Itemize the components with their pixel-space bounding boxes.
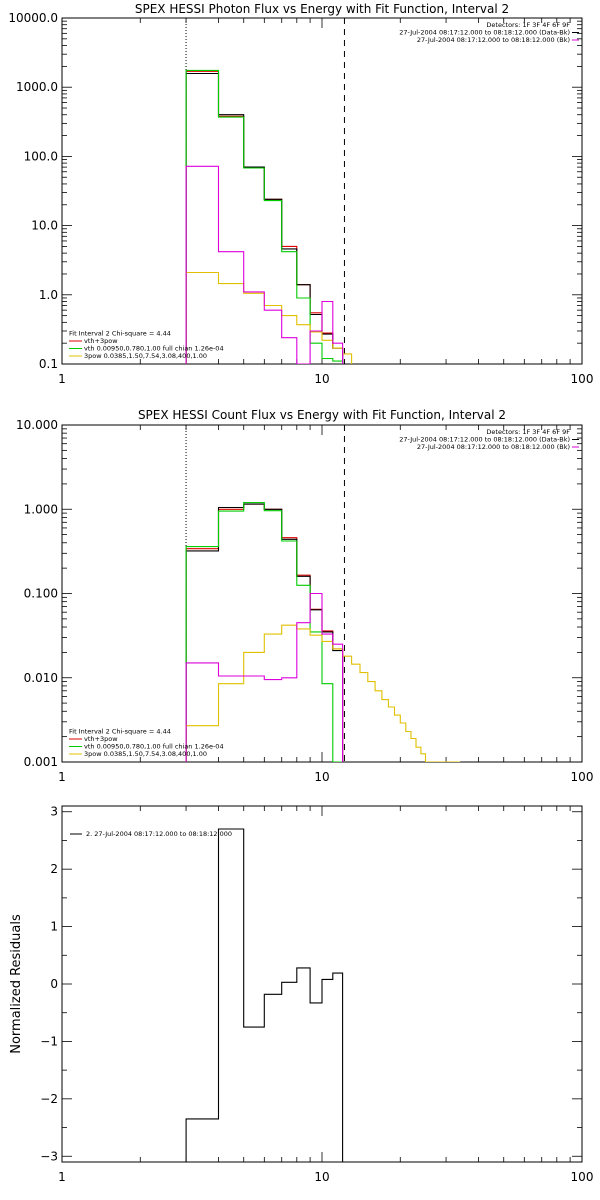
y-axis-label: Normalized Residuals	[9, 914, 24, 1054]
x-tick-label: 1	[58, 770, 66, 784]
series-group	[185, 828, 344, 1162]
legend-entry: 3pow 0.0385,1.50,7.54,3.08,400,1.00	[84, 352, 207, 360]
series-line-3	[185, 69, 344, 364]
legend-entry: vth 0.00950,0.780,1.00 full chian 1.26e-…	[84, 743, 224, 751]
x-tick-label: 10	[314, 1170, 329, 1184]
series-line-1	[185, 503, 344, 762]
series-line-4	[185, 624, 461, 762]
x-tick-label: 100	[571, 372, 594, 386]
series-line-2	[185, 503, 344, 762]
chart-title: SPEX HESSI Photon Flux vs Energy with Fi…	[135, 2, 509, 16]
legend-entry: Fit Interval 2 Chi-square = 4.44	[69, 728, 171, 736]
chart-panel-3: 1 10 100 −3 −2 −1 0 1 2 3 Normalized Residuals 2. 2…	[9, 805, 593, 1184]
chart-title: SPEX HESSI Count Flux vs Energy with Fit…	[138, 408, 506, 422]
x-tick-label: 1	[58, 372, 66, 386]
y-tick-label: 0.010	[24, 671, 58, 685]
legend-entry: 2. 27-Jul-2004 08:17:12.000 to 08:18:12.…	[86, 830, 232, 838]
x-tick-label: 10	[314, 372, 329, 386]
series-line-2	[185, 72, 344, 364]
y-tick-label: 100.0	[24, 149, 58, 163]
chart-panel-2: SPEX HESSI Count Flux vs Energy with Fit…	[16, 408, 593, 784]
legend-entry: 27-Jul-2004 08:17:12.000 to 08:18:12.000…	[399, 29, 570, 37]
x-tick-label: 100	[571, 770, 594, 784]
y-tick-label: 0.100	[24, 587, 58, 601]
y-tick-label: −2	[40, 1092, 58, 1106]
series-group	[185, 69, 353, 364]
y-tick-label: 3	[50, 805, 58, 819]
legend-entry: Detectors: 1F 3F 4F 6F 9F	[486, 21, 570, 29]
y-tick-label: −1	[40, 1034, 58, 1048]
y-tick-label: 10.000	[16, 418, 58, 432]
chart-panel-1: SPEX HESSI Photon Flux vs Energy with Fi…	[8, 2, 593, 386]
y-tick-label: 10000.0	[8, 11, 58, 25]
series-line-1	[185, 828, 344, 1162]
y-tick-label: 1.0	[39, 288, 58, 302]
x-tick-label: 1	[58, 1170, 66, 1184]
legend-entry: 27-Jul-2004 08:17:12.000 to 08:18:12.000…	[417, 36, 570, 44]
legend-entry: 27-Jul-2004 08:17:12.000 to 08:18:12.000…	[417, 443, 570, 451]
legend-entry: 3pow 0.0385,1.50,7.54,3.08,400,1.00	[84, 750, 207, 758]
series-line-3	[185, 502, 343, 762]
series-line-4	[185, 271, 353, 364]
legend-entry: vth+3pow	[84, 337, 118, 345]
y-tick-label: 2	[50, 862, 58, 876]
y-tick-label: 1.000	[24, 502, 58, 516]
series-line-5	[185, 165, 344, 364]
legend-entry: vth+3pow	[84, 735, 118, 743]
legend-entry: Fit Interval 2 Chi-square = 4.44	[69, 330, 171, 338]
y-tick-label: 0.1	[39, 357, 58, 371]
y-tick-label: 0.001	[24, 755, 58, 769]
series-line-1	[185, 70, 344, 364]
y-tick-label: 1	[50, 920, 58, 934]
x-tick-label: 100	[571, 1170, 594, 1184]
y-tick-label: 0	[50, 977, 58, 991]
y-tick-label: 1000.0	[16, 80, 58, 94]
series-group	[185, 502, 461, 762]
y-tick-label: −3	[40, 1149, 58, 1163]
series-line-5	[185, 592, 344, 762]
legend-entry: 27-Jul-2004 08:17:12.000 to 08:18:12.000…	[399, 436, 570, 444]
x-tick-label: 10	[314, 770, 329, 784]
legend-entry: vth 0.00950,0.780,1.00 full chian 1.26e-…	[84, 345, 224, 353]
legend-entry: Detectors: 1F 3F 4F 6F 9F	[486, 428, 570, 436]
y-tick-label: 10.0	[31, 219, 58, 233]
